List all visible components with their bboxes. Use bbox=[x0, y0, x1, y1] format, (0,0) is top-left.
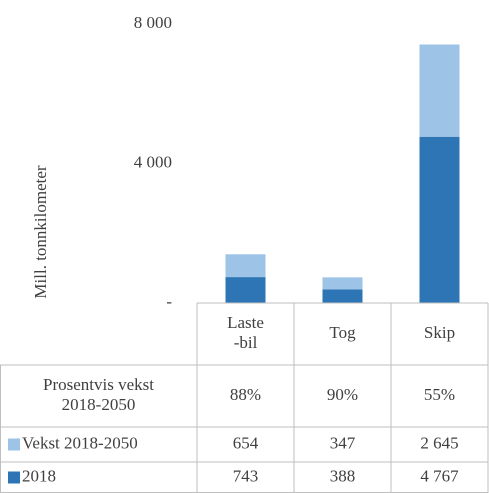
table-value: 388 bbox=[330, 466, 356, 485]
x-tick-label: Skip bbox=[424, 323, 455, 342]
y-tick-label: - bbox=[166, 292, 172, 311]
table-value: 743 bbox=[233, 466, 259, 485]
x-tick-label: Laste -bil bbox=[227, 313, 264, 352]
table-value: 347 bbox=[330, 433, 356, 452]
bar-segment bbox=[322, 289, 363, 303]
row-label: Prosentvis vekst 2018-2050 bbox=[43, 375, 154, 414]
table-value: 90% bbox=[327, 385, 358, 404]
legend-label: 2018 bbox=[22, 466, 56, 485]
legend-swatch bbox=[8, 438, 20, 451]
y-axis-title: Mill. tonnkilometer bbox=[31, 165, 50, 298]
x-tick-label: Tog bbox=[329, 323, 356, 342]
table-value: 88% bbox=[230, 385, 261, 404]
bar-segment bbox=[225, 277, 266, 303]
table-value: 4 767 bbox=[420, 466, 459, 485]
bar-segment bbox=[419, 136, 460, 303]
bar-segment bbox=[225, 254, 266, 278]
legend-label: Vekst 2018-2050 bbox=[22, 433, 138, 452]
legend-swatch bbox=[8, 471, 20, 484]
bar-segment bbox=[419, 44, 460, 137]
y-tick-label: 8 000 bbox=[134, 13, 172, 32]
table-value: 55% bbox=[424, 385, 455, 404]
table-value: 654 bbox=[233, 433, 259, 452]
bar-segment bbox=[322, 277, 363, 290]
table-value: 2 645 bbox=[420, 433, 458, 452]
y-tick-label: 4 000 bbox=[134, 152, 172, 171]
